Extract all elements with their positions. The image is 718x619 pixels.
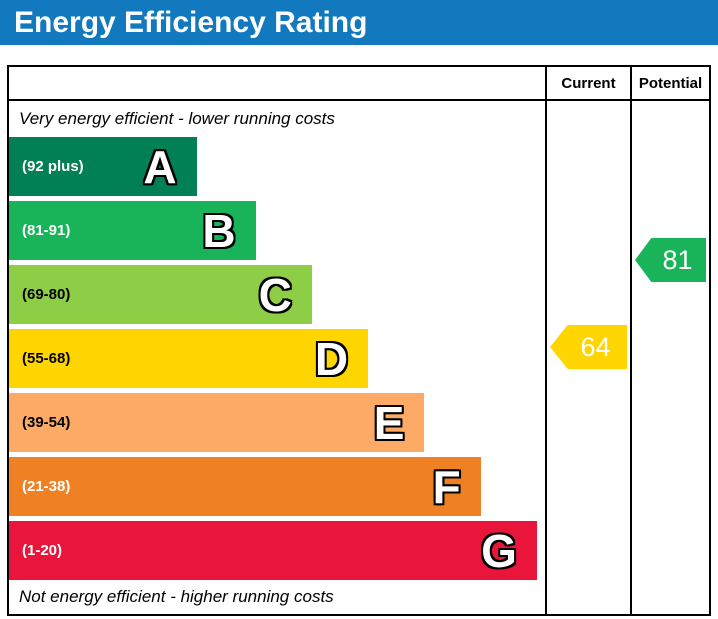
potential-rating-value: 81 (662, 244, 693, 275)
band-range-label: (92 plus) (22, 158, 84, 175)
current-rating-value: 64 (580, 331, 611, 362)
band-range-label: (69-80) (22, 286, 71, 303)
header-potential: Potential (630, 67, 709, 101)
epc-table: Current Potential Very energy efficient … (7, 65, 711, 616)
band-row-b: (81-91) B (9, 201, 545, 260)
top-note: Very energy efficient - lower running co… (19, 109, 335, 128)
band-range-label: (55-68) (22, 350, 71, 367)
band-range-label: (81-91) (22, 222, 71, 239)
bands: (92 plus) A (81-91) B (69-80) C (55-68) D (39-54… (9, 137, 545, 580)
band-row-a: (92 plus) A (9, 137, 545, 196)
band-row-g: (1-20) G (9, 521, 545, 580)
current-rating-arrow: 64 (550, 325, 627, 369)
header-spacer (9, 67, 545, 101)
band-row-d: (55-68) D (9, 329, 545, 388)
band-bar-f: (21-38) F (9, 457, 481, 516)
bands-area: Very energy efficient - lower running co… (9, 101, 545, 614)
band-range-label: (21-38) (22, 478, 71, 495)
band-row-e: (39-54) E (9, 393, 545, 452)
band-bar-b: (81-91) B (9, 201, 256, 260)
band-bar-e: (39-54) E (9, 393, 425, 452)
band-bar-g: (1-20) G (9, 521, 537, 580)
band-row-f: (21-38) F (9, 457, 545, 516)
potential-rating-arrow: 81 (635, 238, 706, 282)
band-bar-c: (69-80) C (9, 265, 312, 324)
band-range-label: (1-20) (22, 542, 63, 559)
header-current: Current (545, 67, 630, 101)
band-letter: G (481, 524, 517, 577)
band-letter: A (143, 140, 177, 193)
band-bar-a: (92 plus) A (9, 137, 197, 196)
current-column: 64 (545, 101, 630, 614)
band-range-label: (39-54) (22, 414, 71, 431)
band-bar-d: (55-68) D (9, 329, 369, 388)
band-letter: B (202, 204, 236, 257)
band-letter: E (373, 396, 405, 449)
band-letter: F (432, 460, 461, 513)
band-letter: D (314, 332, 349, 385)
page-title: Energy Efficiency Rating (0, 0, 718, 45)
bottom-note: Not energy efficient - higher running co… (19, 587, 334, 606)
potential-column: 81 (630, 101, 709, 614)
band-letter: C (258, 268, 292, 321)
band-row-c: (69-80) C (9, 265, 545, 324)
